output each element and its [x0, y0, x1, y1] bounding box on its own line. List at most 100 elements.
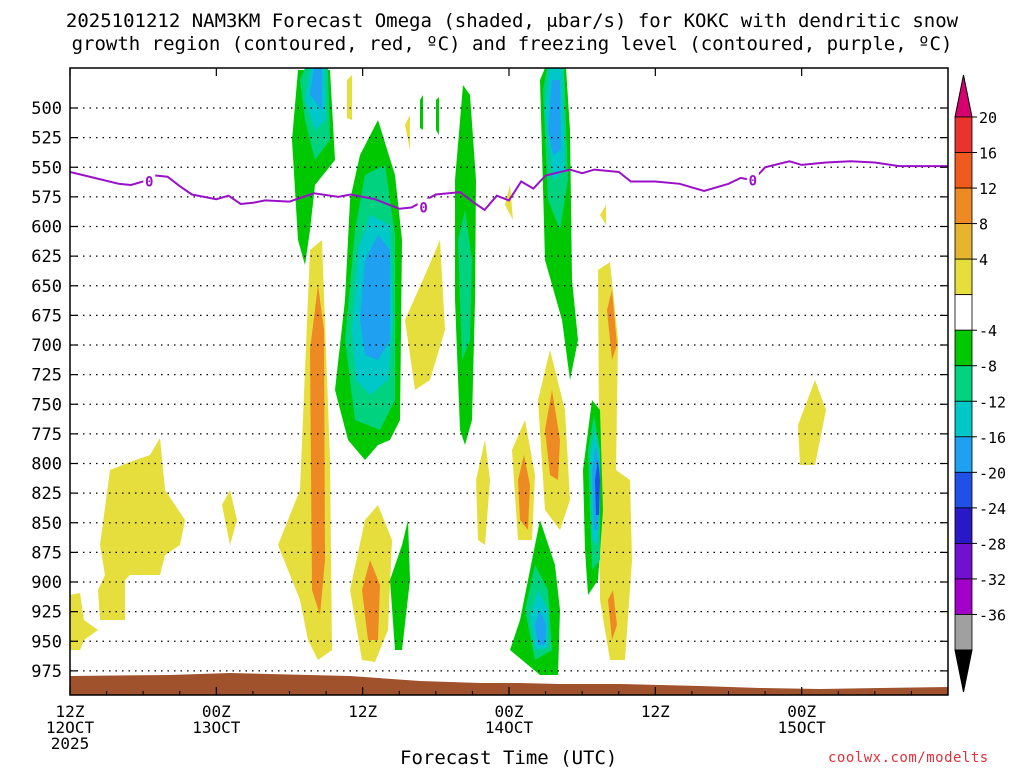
omega-blue-region-hr18	[360, 235, 390, 360]
colorbar-top-arrow	[954, 74, 973, 118]
y-tick-label-575: 575	[31, 188, 62, 208]
colorbar-label-2: 12	[979, 180, 997, 198]
y-tick-label-600: 600	[31, 218, 62, 238]
x-tick-label-60-1: 00Z	[787, 702, 816, 721]
colorbar-segment-2	[954, 187, 973, 224]
colorbar-segment-3	[954, 223, 973, 260]
colorbar-label-9: -20	[979, 464, 1006, 482]
y-tick-label-850: 850	[31, 514, 62, 534]
plot-background	[70, 68, 948, 695]
colorbar: 20 16 12 8 4 -4 -8 -12 -16 -20 -24 -28 -32 -36	[954, 74, 1006, 693]
omega-green-speck-hr24	[420, 95, 423, 130]
colorbar-segment-13	[954, 578, 973, 615]
omega-yellow-region-hr51	[798, 380, 826, 465]
chart-title-line1: 2025101212 NAM3KM Forecast Omega (shaded…	[65, 10, 959, 32]
colorbar-segment-4	[954, 258, 973, 296]
omega-green-region-hr22-low	[390, 520, 410, 650]
omega-orange-core-hr39	[607, 290, 617, 360]
freezing-level-label-bg-0	[143, 172, 156, 188]
omega-yellow-region-hr29	[476, 440, 490, 545]
colorbar-segment-6	[954, 329, 973, 367]
freezing-level-label-bg-2	[746, 171, 759, 187]
omega-orange-core-hr21	[362, 560, 380, 640]
freezing-level-label-0: 0	[145, 174, 153, 190]
terrain-surface	[70, 673, 948, 695]
omega-yellow-speck-hr37	[600, 205, 606, 225]
x-tick-label-0-1: 12Z	[56, 702, 85, 721]
freezing-level-contour: 0 0 0	[70, 160, 948, 217]
x-tick-label-0-2: 12OCT	[46, 718, 95, 737]
omega-orange-core-hr18	[310, 285, 325, 615]
colorbar-label-4: 4	[979, 251, 988, 269]
colorbar-segment-0	[954, 116, 973, 153]
y-tick-label-750: 750	[31, 395, 62, 415]
colorbar-segment-11	[954, 507, 973, 544]
colorbar-segment-14	[954, 614, 973, 651]
y-tick-label-675: 675	[31, 306, 62, 326]
colorbar-segment-10	[954, 471, 973, 509]
y-tick-label-500: 500	[31, 99, 62, 119]
omega-shading	[70, 68, 948, 695]
omega-yellow-speck-hr23	[405, 115, 410, 150]
y-tick-label-700: 700	[31, 336, 62, 356]
omega-yellow-region-hr13	[222, 490, 237, 545]
omega-blue-region-hr31-low	[535, 610, 546, 645]
y-tick-label-550: 550	[31, 158, 62, 178]
y-tick-label-725: 725	[31, 366, 62, 386]
omega-orange-core-hr34	[545, 390, 560, 480]
y-tick-label-775: 775	[31, 425, 62, 445]
freezing-level-label-1: 0	[419, 201, 427, 217]
x-tick-label-48-1: 12Z	[641, 702, 670, 721]
colorbar-segment-9	[954, 436, 973, 473]
colorbar-segment-7	[954, 365, 973, 402]
y-tick-label-825: 825	[31, 484, 62, 504]
omega-yellow-region-hr39	[598, 262, 632, 660]
colorbar-label-13: -36	[979, 606, 1006, 624]
omega-orange-core-hr39-low	[608, 590, 617, 640]
colorbar-label-7: -12	[979, 393, 1006, 411]
colorbar-segment-5	[954, 294, 973, 331]
x-tick-label-12-2: 13OCT	[192, 718, 241, 737]
colorbar-label-0: 20	[979, 109, 997, 127]
colorbar-label-12: -32	[979, 571, 1006, 589]
y-tick-label-525: 525	[31, 129, 62, 149]
omega-orange-core-hr32	[518, 455, 530, 530]
y-tick-label-900: 900	[31, 573, 62, 593]
omega-teal-region-hr27	[458, 210, 472, 360]
omega-yellow-region-bottomleft	[70, 593, 98, 650]
colorbar-segment-1	[954, 152, 973, 189]
y-tick-label-950: 950	[31, 632, 62, 652]
colorbar-segment-12	[954, 543, 973, 580]
colorbar-segment-8	[954, 400, 973, 438]
colorbar-label-8: -16	[979, 429, 1006, 447]
x-axis-title: Forecast Time (UTC)	[400, 747, 618, 769]
x-tick-label-0-3: 2025	[51, 734, 90, 753]
omega-yellow-speck-hr19	[347, 75, 352, 120]
x-tick-label-36-2: 14OCT	[485, 718, 534, 737]
chart-title-line2: growth region (contoured, red, ºC) and f…	[71, 33, 953, 55]
colorbar-label-11: -28	[979, 535, 1006, 553]
omega-blue-region-hr9	[310, 68, 322, 110]
omega-green-speck-hr25	[436, 97, 439, 135]
omega-yellow-region-left	[98, 438, 185, 620]
x-tick-label-36-1: 00Z	[495, 702, 524, 721]
y-tick-label-650: 650	[31, 277, 62, 297]
colorbar-label-5: -4	[979, 322, 997, 340]
x-tick-label-60-2: 15OCT	[778, 718, 827, 737]
y-tick-label-800: 800	[31, 455, 62, 475]
credit-label: coolwx.com/modelts	[828, 750, 989, 766]
colorbar-label-1: 16	[979, 145, 997, 163]
x-tick-label-12-1: 00Z	[202, 702, 231, 721]
freezing-level-label-bg-1	[417, 198, 430, 214]
colorbar-bottom-arrow	[954, 649, 973, 693]
y-axis: 500 525 550 575 600 625 650 675 700 725 750 775 800 8…	[31, 99, 948, 682]
colorbar-label-3: 8	[979, 216, 988, 234]
y-tick-label-625: 625	[31, 247, 62, 267]
omega-yellow-region-hr24	[405, 240, 445, 390]
y-tick-label-925: 925	[31, 603, 62, 623]
freezing-level-label-2: 0	[749, 173, 757, 189]
omega-yellow-speck-hr30	[505, 185, 513, 220]
omega-blue-region-hr33	[548, 80, 561, 155]
